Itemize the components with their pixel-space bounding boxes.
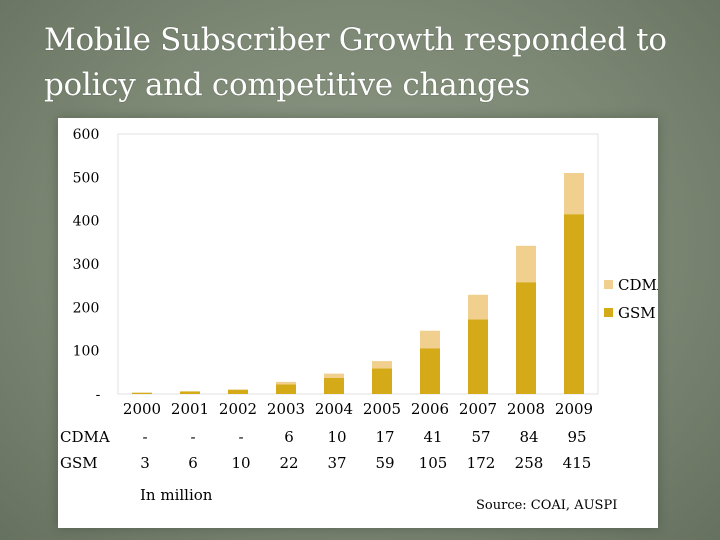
- chart-panel: - 100 200 300 400 500 600 2000 2001 2002 2003 2004 2…: [58, 118, 658, 528]
- x-tick-label: 2006: [411, 400, 449, 418]
- bar-cdma-2006: [420, 330, 440, 349]
- bar-cdma-2004: [324, 373, 344, 378]
- table-cell: 84: [519, 428, 538, 446]
- bar-gsm-2006: [420, 348, 440, 394]
- y-tick-label: 100: [73, 344, 100, 360]
- source-note: Source: COAI, AUSPI: [476, 498, 618, 513]
- x-tick-label: 2000: [123, 400, 161, 418]
- table-row-label: CDMA: [60, 428, 110, 446]
- plot-area-frame: [117, 133, 599, 395]
- table-cell: 10: [327, 428, 346, 446]
- legend-label-cdma: CDMA: [618, 276, 658, 294]
- table-cell: -: [190, 428, 195, 446]
- bar-cdma-2007: [468, 294, 488, 320]
- x-tick-label: 2007: [459, 400, 497, 418]
- bar-cdma-2005: [372, 361, 392, 369]
- legend-label-gsm: GSM: [618, 304, 656, 322]
- x-tick-label: 2009: [555, 400, 593, 418]
- table-cell: 3: [140, 454, 150, 472]
- y-tick-label: 400: [73, 214, 100, 230]
- table-cell: 10: [231, 454, 250, 472]
- table-cell: 6: [188, 454, 198, 472]
- y-tick-label: 300: [73, 257, 100, 273]
- x-tick-label: 2001: [171, 400, 209, 418]
- table-cell: -: [142, 428, 147, 446]
- x-tick-label: 2002: [219, 400, 257, 418]
- table-cell: 258: [515, 454, 544, 472]
- table-cell: 6: [284, 428, 294, 446]
- slide-title: Mobile Subscriber Growth responded to po…: [44, 22, 667, 103]
- bar-gsm-2001: [180, 391, 200, 394]
- bar-gsm-2003: [276, 384, 296, 394]
- bar-cdma-2009: [564, 173, 584, 215]
- table-cell: 105: [419, 454, 448, 472]
- table-cell: -: [238, 428, 243, 446]
- table-cell: 57: [471, 428, 490, 446]
- bar-gsm-2007: [468, 319, 488, 394]
- legend-swatch-gsm: [604, 308, 613, 317]
- bar-gsm-2004: [324, 377, 344, 394]
- table-row-label: GSM: [60, 454, 98, 472]
- y-tick-label: 600: [73, 127, 100, 143]
- stacked-bar-chart: - 100 200 300 400 500 600 2000 2001 2002 2003 2004 2…: [60, 127, 658, 472]
- bar-cdma-2003: [276, 381, 296, 385]
- table-cell: 59: [375, 454, 394, 472]
- bar-gsm-2009: [564, 214, 584, 394]
- table-cell: 95: [567, 428, 586, 446]
- x-tick-label: 2004: [315, 400, 353, 418]
- bar-gsm-2000: [132, 392, 152, 394]
- bar-cdma-2008: [516, 245, 536, 283]
- table-cell: 17: [375, 428, 394, 446]
- bar-gsm-2002: [228, 389, 248, 394]
- unit-note: In million: [140, 486, 213, 504]
- legend-swatch-cdma: [604, 280, 613, 289]
- table-cell: 172: [467, 454, 496, 472]
- x-tick-label: 2008: [507, 400, 545, 418]
- y-tick-label: -: [96, 387, 101, 403]
- table-cell: 22: [279, 454, 298, 472]
- table-cell: 41: [423, 428, 442, 446]
- table-cell: 415: [563, 454, 592, 472]
- y-tick-label: 500: [73, 170, 100, 186]
- bar-gsm-2005: [372, 368, 392, 394]
- table-cell: 37: [327, 454, 346, 472]
- x-tick-label: 2005: [363, 400, 401, 418]
- y-tick-label: 200: [73, 300, 100, 316]
- bar-gsm-2008: [516, 282, 536, 394]
- x-tick-label: 2003: [267, 400, 305, 418]
